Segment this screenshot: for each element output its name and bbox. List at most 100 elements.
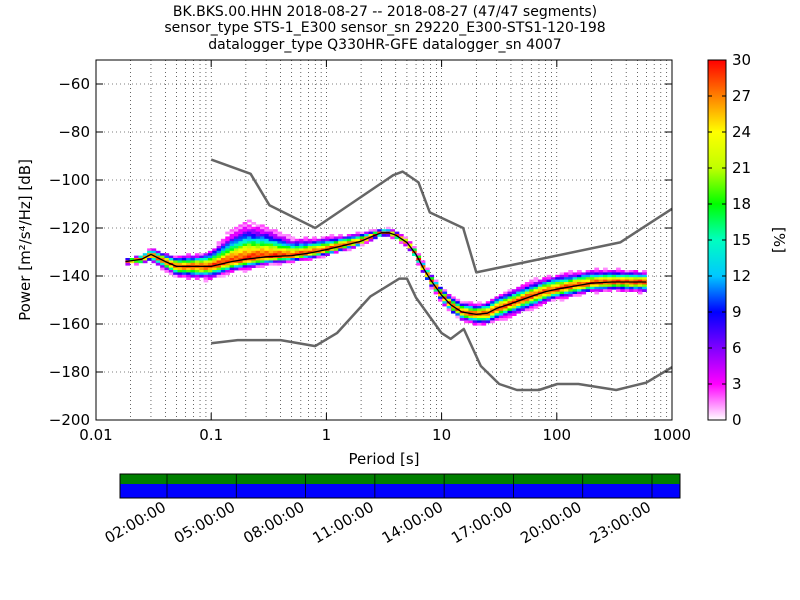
psd-cell [329, 238, 335, 242]
psd-cell [329, 241, 335, 244]
psd-cell [555, 289, 561, 292]
psd-cell [603, 289, 608, 292]
psd-cell [260, 258, 265, 261]
psd-cell [359, 241, 365, 244]
psd-cell [199, 274, 204, 278]
psd-cell [290, 255, 296, 259]
psd-cell [385, 234, 391, 237]
y-tick-label: −200 [49, 411, 90, 429]
psd-cell [524, 284, 530, 288]
psd-cell [238, 246, 244, 249]
psd-cell [264, 262, 270, 266]
psd-cell [442, 303, 448, 307]
psd-cell [616, 289, 621, 292]
psd-cell [216, 250, 222, 254]
psd-cell [642, 284, 647, 288]
psd-cell [168, 265, 174, 268]
psd-cell [511, 303, 517, 307]
psd-cell [346, 234, 352, 237]
psd-cell [190, 267, 196, 271]
psd-cell [364, 238, 369, 242]
psd-cell [238, 238, 244, 242]
psd-cell [220, 274, 226, 278]
psd-cell [403, 236, 409, 240]
psd-cell [616, 274, 621, 278]
psd-cell [212, 250, 217, 254]
psd-cell [286, 258, 291, 261]
psd-cell [277, 262, 283, 266]
psd-cell [277, 250, 283, 254]
psd-cell [537, 284, 543, 288]
psd-cell [490, 315, 495, 319]
psd-cell [533, 286, 539, 290]
psd-cell [407, 248, 413, 252]
psd-cell [294, 243, 300, 247]
psd-cell [190, 272, 196, 276]
psd-cell [212, 265, 217, 268]
psd-cell [203, 279, 209, 283]
psd-cell [290, 258, 296, 261]
psd-cell [468, 303, 474, 307]
psd-cell [425, 277, 430, 280]
psd-cell [260, 250, 265, 254]
psd-cell [581, 282, 587, 285]
psd-cell [594, 277, 600, 280]
psd-cell [472, 322, 478, 326]
psd-cell [498, 313, 504, 316]
psd-cell [616, 272, 621, 276]
psd-cell [190, 270, 196, 273]
psd-cell [238, 248, 244, 252]
y-tick-label: −120 [49, 219, 90, 237]
psd-cell [312, 248, 317, 252]
psd-cell [533, 296, 539, 300]
psd-cell [203, 272, 209, 276]
colorbar-tick-label: 18 [732, 195, 751, 213]
timeline-frame [119, 473, 681, 499]
psd-cell [181, 255, 187, 259]
psd-cell [238, 262, 244, 266]
psd-cell [346, 243, 352, 247]
psd-cell [563, 277, 569, 280]
psd-cell [255, 262, 261, 266]
psd-cell [498, 298, 504, 302]
psd-cell [238, 260, 244, 264]
psd-cell [359, 234, 365, 237]
psd-cell [490, 310, 495, 314]
psd-cell [294, 258, 300, 261]
psd-cell [637, 291, 643, 295]
psd-cell [129, 258, 135, 261]
psd-cell [524, 306, 530, 309]
psd-cell [216, 274, 222, 278]
psd-cell [229, 253, 235, 256]
psd-cell [216, 243, 222, 247]
psd-cell [233, 238, 239, 242]
psd-cell [160, 267, 165, 271]
psd-cell [312, 241, 317, 244]
psd-cell [229, 241, 235, 244]
psd-cell [420, 260, 426, 264]
psd-cell [233, 248, 239, 252]
psd-cell [246, 255, 252, 259]
psd-cell [229, 234, 235, 237]
psd-cell [260, 262, 265, 266]
psd-cell [264, 241, 270, 244]
psd-cell [294, 238, 300, 242]
psd-cell [616, 286, 621, 290]
psd-cell [164, 262, 170, 266]
psd-cell [251, 241, 257, 244]
psd-cell [260, 236, 265, 240]
psd-cell [377, 229, 382, 232]
psd-cell [611, 272, 617, 276]
psd-cell [181, 274, 187, 278]
psd-cell [177, 258, 183, 261]
psd-cell [576, 270, 582, 273]
psd-cell [229, 229, 235, 232]
psd-cell [246, 241, 252, 244]
psd-cell [464, 315, 469, 319]
psd-cell [464, 308, 469, 312]
psd-cell [290, 238, 296, 242]
psd-cell [246, 224, 252, 228]
psd-cell [411, 246, 417, 249]
psd-cell [290, 260, 296, 264]
psd-cell [325, 250, 330, 254]
